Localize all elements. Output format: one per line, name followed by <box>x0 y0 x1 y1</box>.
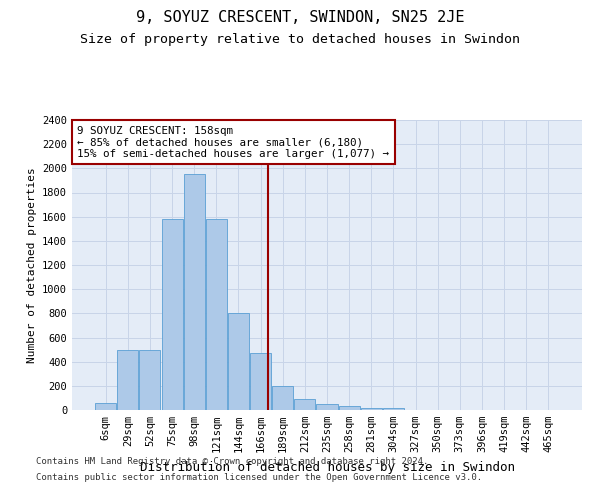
Text: 9 SOYUZ CRESCENT: 158sqm
← 85% of detached houses are smaller (6,180)
15% of sem: 9 SOYUZ CRESCENT: 158sqm ← 85% of detach… <box>77 126 389 159</box>
Y-axis label: Number of detached properties: Number of detached properties <box>26 167 37 363</box>
Bar <box>118 350 139 410</box>
X-axis label: Distribution of detached houses by size in Swindon: Distribution of detached houses by size … <box>139 460 515 473</box>
Text: Contains HM Land Registry data © Crown copyright and database right 2024.: Contains HM Land Registry data © Crown c… <box>36 458 428 466</box>
Bar <box>383 408 404 410</box>
Text: 9, SOYUZ CRESCENT, SWINDON, SN25 2JE: 9, SOYUZ CRESCENT, SWINDON, SN25 2JE <box>136 10 464 25</box>
Bar <box>139 350 160 410</box>
Text: Contains public sector information licensed under the Open Government Licence v3: Contains public sector information licen… <box>36 472 482 482</box>
Bar <box>295 398 316 410</box>
Bar <box>272 386 293 410</box>
Bar <box>338 406 359 410</box>
Bar <box>316 404 338 410</box>
Bar <box>161 219 182 410</box>
Bar <box>228 314 249 410</box>
Bar <box>206 219 227 410</box>
Bar <box>184 174 205 410</box>
Bar <box>250 353 271 410</box>
Bar <box>95 403 116 410</box>
Text: Size of property relative to detached houses in Swindon: Size of property relative to detached ho… <box>80 32 520 46</box>
Bar <box>361 408 382 410</box>
